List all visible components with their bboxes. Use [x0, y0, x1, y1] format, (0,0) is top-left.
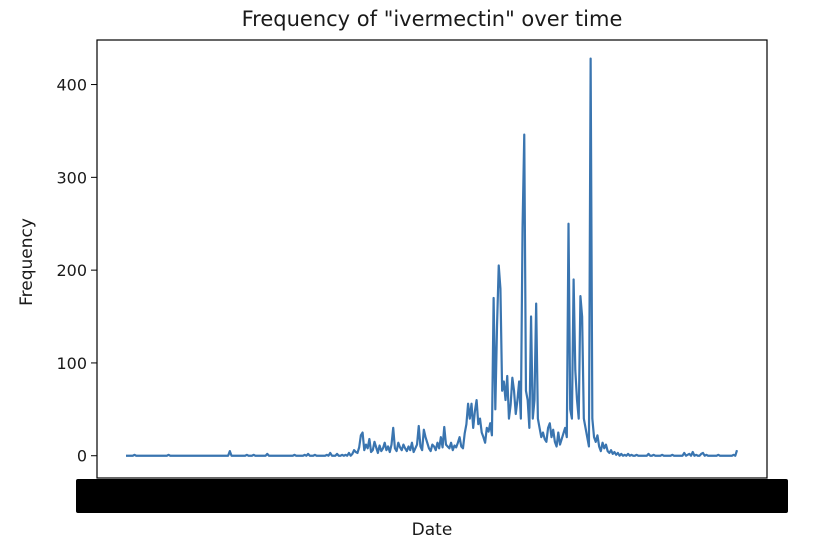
y-tick-label: 100: [56, 354, 87, 373]
y-tick-label: 400: [56, 76, 87, 95]
x-axis-tick-labels-band: [76, 479, 788, 513]
y-tick-label: 200: [56, 261, 87, 280]
y-axis: 0 100 200 300 400: [56, 76, 97, 466]
series-line: [126, 57, 739, 457]
x-axis-label: Date: [412, 520, 453, 540]
y-tick-label: 300: [56, 168, 87, 187]
y-tick-label: 0: [77, 447, 87, 466]
chart-title: Frequency of "ivermectin" over time: [242, 7, 623, 31]
plot-area-frame: [96, 39, 768, 479]
y-axis-label: Frequency: [17, 218, 37, 306]
